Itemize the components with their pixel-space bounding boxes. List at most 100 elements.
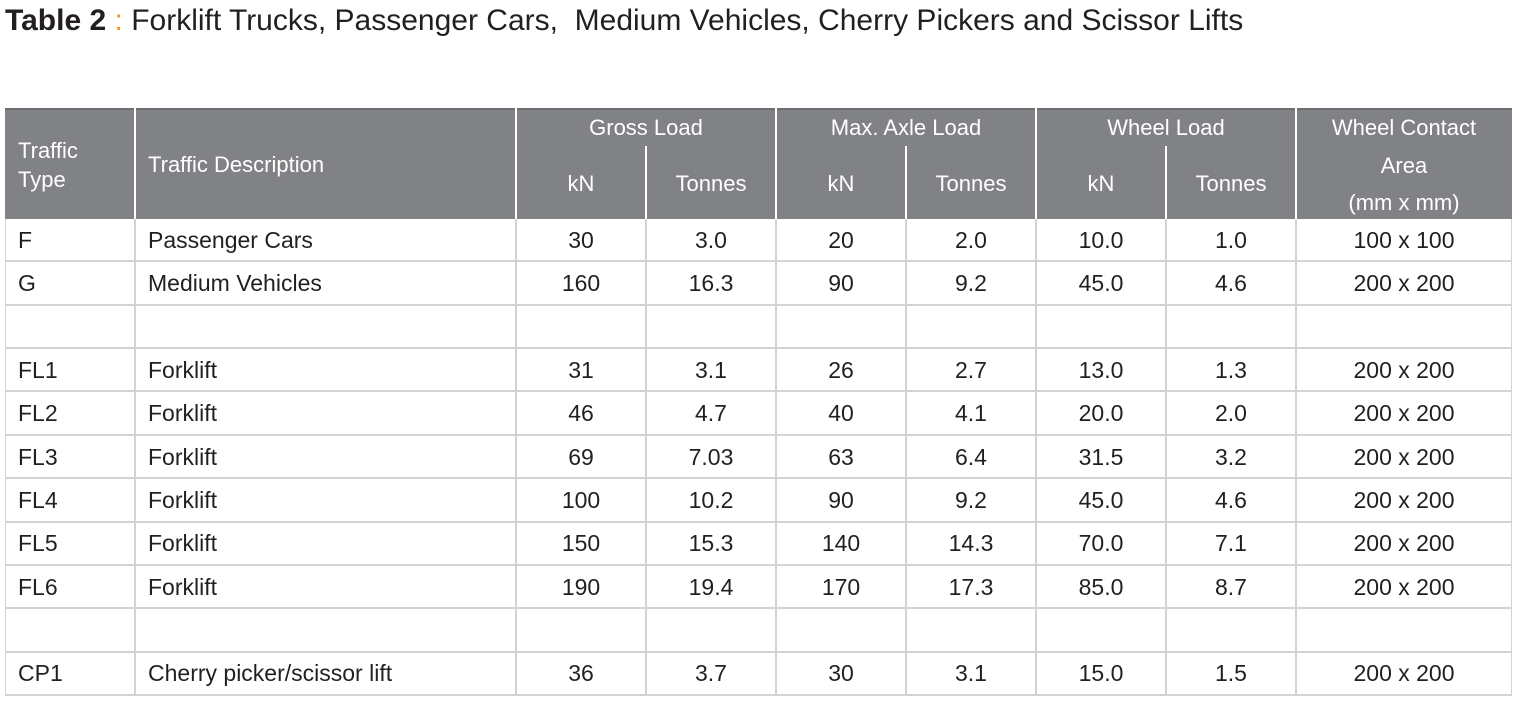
cell-border [5,349,135,393]
cell-border [1036,349,1166,393]
header-unit: Tonnes [675,171,747,196]
cell-border [516,652,646,696]
cell-border [5,435,135,480]
cell-border [906,349,1036,393]
cell-border [135,522,516,566]
cell: 3.7 [695,660,727,687]
cell: FL4 [18,486,58,513]
cell: 4.6 [1215,486,1247,513]
cell: 3.1 [695,356,727,383]
cell: 30 [828,660,854,687]
cell-border [1036,652,1166,696]
cell: 200 x 200 [1353,530,1455,557]
cell-border [906,479,1036,523]
cell: 200 x 200 [1353,486,1455,513]
cell: 3.2 [1215,443,1247,470]
cell-border [646,219,776,263]
cell-border [1036,262,1166,306]
cell: Cherry picker/scissor lift [148,660,393,687]
cell: FL1 [18,356,58,383]
cell-border [135,435,516,480]
cell: 20 [828,226,854,253]
cell-border [1296,262,1512,306]
cell-border [1036,435,1166,480]
cell-border [1296,479,1512,523]
cell-border [135,392,516,436]
cell-border [516,565,646,610]
cell: 1.3 [1215,356,1247,383]
cell: 90 [828,270,854,297]
cell: 2.0 [955,226,987,253]
cell-border [1296,609,1512,653]
cell: 2.7 [955,356,987,383]
cell-border [1296,652,1512,696]
cell: 190 [561,573,601,600]
cell: 6.4 [955,443,987,470]
cell-border [1166,609,1296,653]
cell-border [776,522,906,566]
cell-border [1296,392,1512,436]
cell-border [135,219,516,263]
cell-border [516,262,646,306]
cell-border [776,435,906,480]
cell: 200 x 200 [1353,660,1455,687]
cell: Forklift [148,356,217,383]
cell: Forklift [148,573,217,600]
cell-border [1036,219,1166,263]
cell: 17.3 [948,573,994,600]
cell: 170 [821,573,861,600]
cell: Forklift [148,443,217,470]
cell-border [5,522,135,566]
cell-border [906,392,1036,436]
header-cell: (mm x mm) [1348,190,1460,215]
cell-border [1296,435,1512,480]
header-unit: Tonnes [935,171,1007,196]
header-divider [775,108,777,219]
cell-border [1166,219,1296,263]
cell-border [646,479,776,523]
cell: G [18,270,36,297]
header-group: Gross Load [589,115,703,140]
cell: 1.5 [1215,660,1247,687]
cell: 8.7 [1215,573,1247,600]
cell: 100 x 100 [1353,226,1455,253]
header-divider [1165,146,1167,219]
cell: 3.1 [955,660,987,687]
cell-border [646,349,776,393]
cell-border [1166,652,1296,696]
cell: CP1 [18,660,63,687]
cell-border [516,305,646,350]
header-divider [1035,108,1037,219]
cell: 200 x 200 [1353,270,1455,297]
cell: 140 [821,530,861,557]
cell-border [1036,479,1166,523]
cell: 14.3 [948,530,994,557]
cell-border [1296,565,1512,610]
cell: 45.0 [1078,486,1124,513]
cell-border [776,565,906,610]
header-divider [905,146,907,219]
cell: FL2 [18,400,58,427]
header-bg [5,108,1512,219]
cell-border [1036,522,1166,566]
cell: 20.0 [1078,400,1124,427]
cell: Forklift [148,486,217,513]
cell: FL5 [18,530,58,557]
cell: 90 [828,486,854,513]
header-unit: kN [827,171,855,196]
cell-border [646,262,776,306]
cell-border [776,305,906,350]
cell: 26 [828,356,854,383]
cell: 15.0 [1078,660,1124,687]
cell: Medium Vehicles [148,270,322,297]
cell-border [776,479,906,523]
cell-border [516,609,646,653]
cell-border [516,349,646,393]
cell: 1.0 [1215,226,1247,253]
cell: 7.03 [688,443,734,470]
cell-border [135,479,516,523]
header-unit: kN [1087,171,1115,196]
cell-border [1296,349,1512,393]
cell-border [1036,609,1166,653]
cell-border [776,262,906,306]
